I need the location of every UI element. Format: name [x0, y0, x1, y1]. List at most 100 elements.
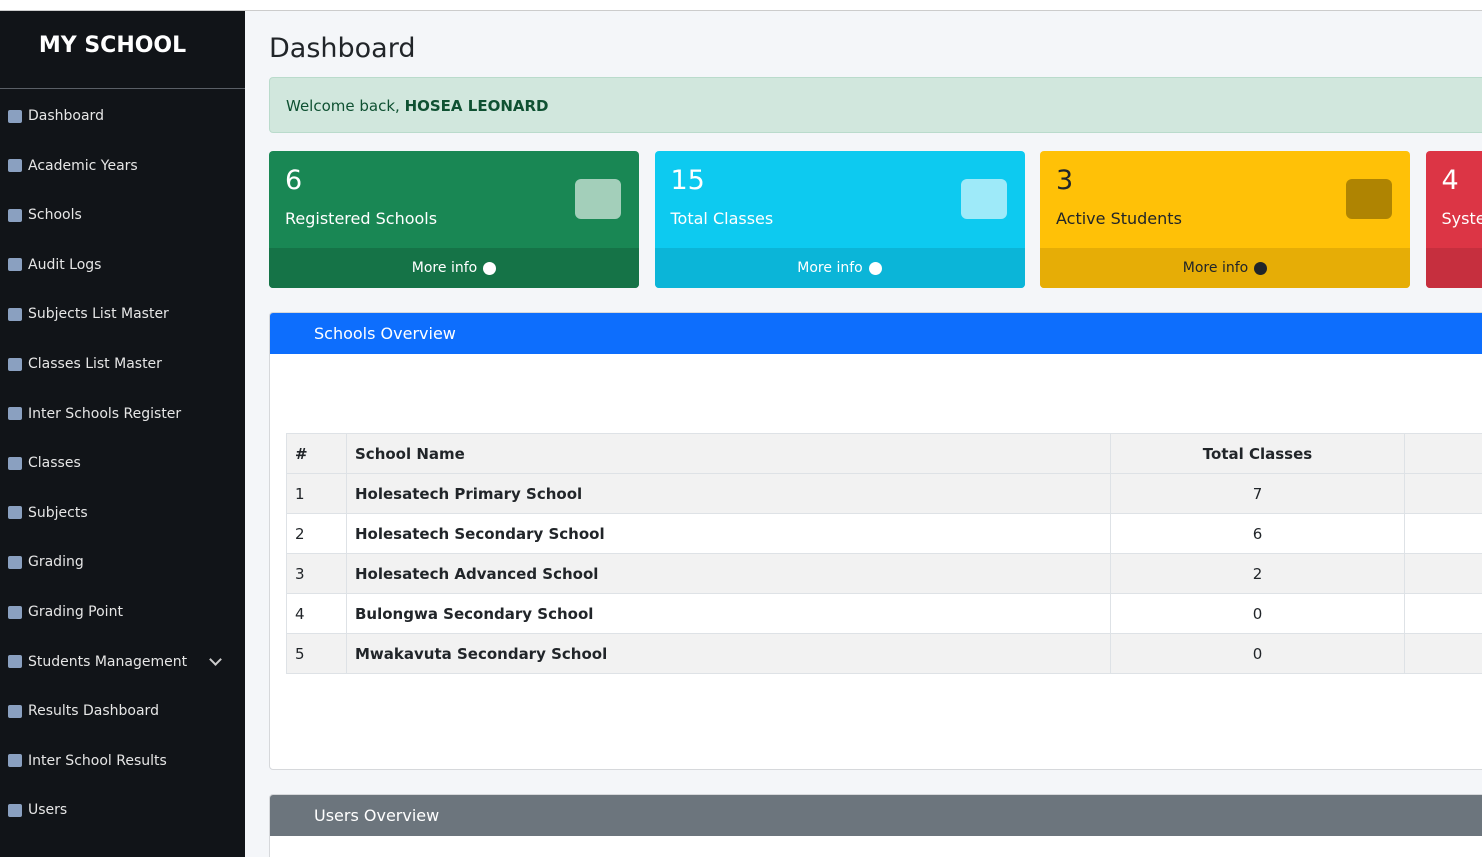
header-cell: Total Classes	[1111, 434, 1405, 474]
table-cell: Mwakavuta Secondary School	[347, 634, 1111, 674]
nav-item[interactable]: Audit Logs	[8, 257, 101, 273]
nav-icon	[8, 358, 22, 371]
card-footer[interactable]: More info	[269, 248, 639, 288]
nav-icon	[8, 804, 22, 817]
table-row: 2Holesatech Secondary School6	[287, 514, 1482, 554]
card-icon	[1346, 179, 1392, 219]
card-footer[interactable]: More info	[1426, 248, 1482, 288]
table-row: 4Bulongwa Secondary School0	[287, 594, 1482, 634]
nav-label: Classes List Master	[28, 356, 162, 372]
nav-icon	[8, 754, 22, 767]
nav-item[interactable]: Subjects List Master	[8, 306, 169, 322]
card-label: Total Classes	[671, 209, 774, 228]
more-info[interactable]: More info	[412, 260, 477, 276]
card-label: Registered Schools	[285, 209, 437, 228]
table-cell: 2	[287, 514, 347, 554]
schools-table: #School NameTotal Classes1Holesatech Pri…	[286, 433, 1482, 674]
nav-label: Grading	[28, 554, 84, 570]
header-row: #School NameTotal Classes	[287, 434, 1482, 474]
nav-label: Academic Years	[28, 158, 138, 174]
more-info[interactable]: More info	[797, 260, 862, 276]
nav-item[interactable]: Users	[8, 802, 67, 818]
header-cell	[1405, 434, 1482, 474]
table-cell: 1	[287, 474, 347, 514]
stat-card: 3 Active Students More info	[1040, 151, 1410, 288]
stat-card: 15 Total Classes More info	[655, 151, 1025, 288]
nav-icon	[8, 606, 22, 619]
nav-item[interactable]: Results Dashboard	[8, 703, 159, 719]
nav-icon	[8, 407, 22, 420]
card-icon	[961, 179, 1007, 219]
welcome-alert: Welcome back, HOSEA LEONARD	[269, 77, 1482, 133]
nav-icon	[8, 506, 22, 519]
table-cell: 2	[1111, 554, 1405, 594]
nav-label: Students Management	[28, 654, 187, 670]
sidebar: MY SCHOOL Dashboard Academic Years Schools…	[0, 11, 245, 857]
nav-item[interactable]: Grading	[8, 554, 84, 570]
nav-icon	[8, 159, 22, 172]
card-label: Active Students	[1056, 209, 1182, 228]
user-name: HOSEA LEONARD	[405, 97, 549, 115]
card-footer[interactable]: More info	[1040, 248, 1410, 288]
chevron	[209, 653, 222, 666]
table-cell	[1405, 594, 1482, 634]
nav-icon	[8, 655, 22, 668]
table-row: 5Mwakavuta Secondary School0	[287, 634, 1482, 674]
divider	[0, 88, 245, 89]
table-row: 3Holesatech Advanced School2	[287, 554, 1482, 594]
nav-label: Subjects	[28, 505, 88, 521]
table-cell: 5	[287, 634, 347, 674]
top-bar	[0, 0, 1482, 11]
users-panel: Users Overview	[269, 794, 1482, 857]
nav-item[interactable]: Classes List Master	[8, 356, 162, 372]
table-cell: 6	[1111, 514, 1405, 554]
nav-item[interactable]: Students Management	[8, 654, 220, 670]
table-cell: 0	[1111, 594, 1405, 634]
table-cell	[1405, 554, 1482, 594]
nav-label: Dashboard	[28, 108, 104, 124]
card-label: System	[1442, 209, 1482, 228]
nav-item[interactable]: Academic Years	[8, 158, 138, 174]
nav-label: Grading Point	[28, 604, 123, 620]
panel-header: Schools Overview	[270, 313, 1482, 354]
nav-icon	[8, 556, 22, 569]
card-value: 3	[1056, 165, 1073, 196]
card-footer[interactable]: More info	[655, 248, 1025, 288]
table-cell: 4	[287, 594, 347, 634]
nav-icon	[8, 209, 22, 222]
nav-icon	[8, 258, 22, 271]
stat-card: 6Registered SchoolsMore info	[269, 151, 639, 288]
arrow-icon	[1254, 262, 1267, 275]
nav-item[interactable]: Dashboard	[8, 108, 104, 124]
nav-item[interactable]: Schools	[8, 207, 82, 223]
arrow-icon	[869, 262, 882, 275]
card-value: 4	[1442, 165, 1459, 196]
nav-label: Inter School Results	[28, 753, 167, 769]
nav-item[interactable]: Subjects	[8, 505, 88, 521]
nav-item[interactable]: Classes	[8, 455, 81, 471]
brand[interactable]: MY SCHOOL	[0, 33, 225, 58]
nav-icon	[8, 705, 22, 718]
table-cell	[1405, 634, 1482, 674]
nav-label: Audit Logs	[28, 257, 101, 273]
table-cell: Holesatech Primary School	[347, 474, 1111, 514]
more-info[interactable]: More info	[1183, 260, 1248, 276]
panel-title: Schools Overview	[314, 324, 456, 343]
nav-icon	[8, 110, 22, 123]
nav-label: Classes	[28, 455, 81, 471]
nav-label: Users	[28, 802, 67, 818]
stat-card: 4 System More info	[1426, 151, 1482, 288]
table-cell: 3	[287, 554, 347, 594]
panel-header: Users Overview	[270, 795, 1482, 836]
table-cell: Holesatech Advanced School	[347, 554, 1111, 594]
main: Dashboard Welcome back, HOSEA LEONARD Sc…	[245, 11, 1482, 857]
table-cell	[1405, 474, 1482, 514]
card-value: 15	[671, 165, 705, 196]
nav-item[interactable]: Inter School Results	[8, 753, 167, 769]
arrow-icon	[483, 262, 496, 275]
card-icon	[575, 179, 621, 219]
nav-item[interactable]: Inter Schools Register	[8, 406, 181, 422]
nav-item[interactable]: Grading Point	[8, 604, 123, 620]
nav-label: Results Dashboard	[28, 703, 159, 719]
